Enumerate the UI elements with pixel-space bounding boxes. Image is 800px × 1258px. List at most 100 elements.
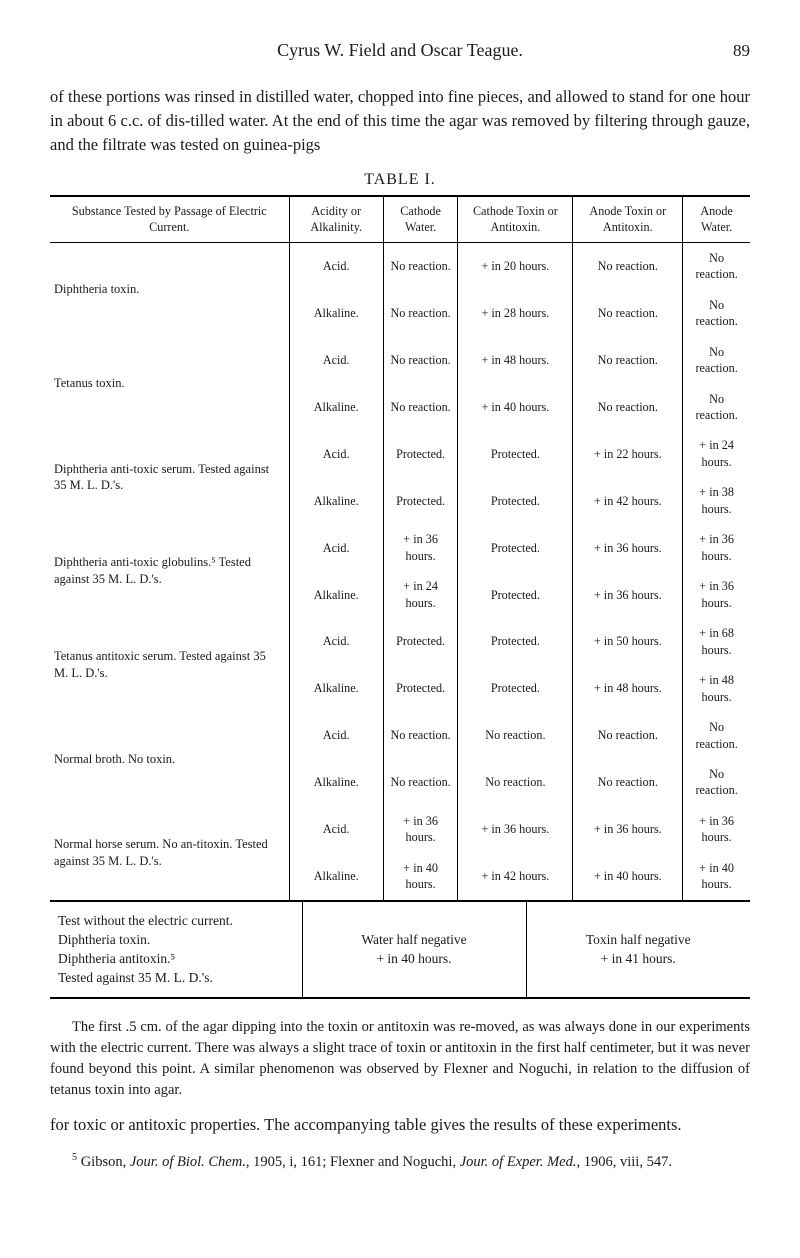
data-cell: + in 24 hours.	[383, 571, 458, 618]
data-cell: + in 36 hours.	[573, 571, 683, 618]
data-cell: Protected.	[458, 665, 573, 712]
data-cell: + in 48 hours.	[683, 665, 750, 712]
data-cell: No reaction.	[383, 242, 458, 289]
data-cell: + in 28 hours.	[458, 290, 573, 337]
line: Diphtheria antitoxin.⁵	[58, 950, 294, 969]
data-cell: Alkaline.	[289, 665, 383, 712]
data-cell: No reaction.	[458, 712, 573, 759]
reference-after: 1906, viii, 547.	[580, 1154, 672, 1170]
data-cell: No reaction.	[683, 242, 750, 289]
t2-mid-cell: Water half negative+ in 40 hours.	[302, 901, 526, 998]
reference-ital1: Jour. of Biol. Chem.,	[130, 1154, 250, 1170]
line: + in 41 hours.	[535, 950, 743, 969]
footnote-paragraph: The first .5 cm. of the agar dipping int…	[50, 1017, 750, 1101]
data-cell: Alkaline.	[289, 384, 383, 431]
line: + in 40 hours.	[311, 950, 518, 969]
data-cell: Protected.	[458, 618, 573, 665]
data-cell: + in 42 hours.	[573, 477, 683, 524]
data-cell: + in 40 hours.	[458, 384, 573, 431]
data-cell: + in 40 hours.	[683, 853, 750, 901]
data-cell: Alkaline.	[289, 477, 383, 524]
data-cell: No reaction.	[458, 759, 573, 806]
reference-mid: 1905, i, 161; Flexner and Noguchi,	[249, 1154, 459, 1170]
data-cell: + in 36 hours.	[458, 806, 573, 853]
col-cathode-toxin: Cathode Toxin or Antitoxin.	[458, 196, 573, 242]
data-cell: No reaction.	[383, 290, 458, 337]
data-cell: Protected.	[458, 571, 573, 618]
data-cell: No reaction.	[383, 384, 458, 431]
data-cell: + in 68 hours.	[683, 618, 750, 665]
data-cell: No reaction.	[573, 384, 683, 431]
data-cell: No reaction.	[573, 759, 683, 806]
table-row: Diphtheria anti-toxic globulins.⁵ Tested…	[50, 524, 750, 571]
data-cell: + in 36 hours.	[683, 524, 750, 571]
intro-paragraph: of these portions was rinsed in distille…	[50, 85, 750, 157]
data-cell: Alkaline.	[289, 290, 383, 337]
data-cell: + in 36 hours.	[683, 806, 750, 853]
table-row: Diphtheria toxin.Acid.No reaction.+ in 2…	[50, 242, 750, 289]
data-cell: Protected.	[458, 430, 573, 477]
closing-paragraph: for toxic or antitoxic properties. The a…	[50, 1113, 750, 1137]
page-header: Cyrus W. Field and Oscar Teague. 89	[50, 40, 750, 61]
data-cell: No reaction.	[383, 337, 458, 384]
line: Diphtheria toxin.	[58, 931, 294, 950]
line: Toxin half negative	[535, 931, 743, 950]
substance-cell: Diphtheria toxin.	[50, 242, 289, 336]
data-cell: + in 36 hours.	[573, 806, 683, 853]
data-cell: Acid.	[289, 524, 383, 571]
data-cell: No reaction.	[683, 759, 750, 806]
data-cell: No reaction.	[683, 290, 750, 337]
data-cell: + in 20 hours.	[458, 242, 573, 289]
data-cell: Alkaline.	[289, 759, 383, 806]
data-cell: Acid.	[289, 242, 383, 289]
col-substance: Substance Tested by Passage of Electric …	[50, 196, 289, 242]
data-cell: Protected.	[383, 477, 458, 524]
table-row: Tetanus toxin.Acid.No reaction.+ in 48 h…	[50, 337, 750, 384]
data-cell: Acid.	[289, 430, 383, 477]
substance-cell: Tetanus antitoxic serum. Tested against …	[50, 618, 289, 712]
line: Water half negative	[311, 931, 518, 950]
data-cell: Acid.	[289, 712, 383, 759]
data-cell: Acid.	[289, 337, 383, 384]
header-authors: Cyrus W. Field and Oscar Teague.	[90, 40, 710, 61]
page-number: 89	[710, 41, 750, 61]
reference-ital2: Jour. of Exper. Med.,	[460, 1154, 580, 1170]
data-cell: Alkaline.	[289, 853, 383, 901]
substance-cell: Diphtheria anti-toxic globulins.⁵ Tested…	[50, 524, 289, 618]
data-cell: Acid.	[289, 806, 383, 853]
data-cell: + in 22 hours.	[573, 430, 683, 477]
data-cell: No reaction.	[383, 759, 458, 806]
data-cell: No reaction.	[683, 337, 750, 384]
data-cell: + in 48 hours.	[573, 665, 683, 712]
col-cathode-water: Cathode Water.	[383, 196, 458, 242]
substance-cell: Normal broth. No toxin.	[50, 712, 289, 806]
data-cell: + in 24 hours.	[683, 430, 750, 477]
reference-text-before: Gibson,	[77, 1154, 130, 1170]
data-cell: Protected.	[458, 477, 573, 524]
data-cell: Acid.	[289, 618, 383, 665]
data-cell: No reaction.	[573, 242, 683, 289]
reference-paragraph: 5 Gibson, Jour. of Biol. Chem., 1905, i,…	[50, 1151, 750, 1173]
data-cell: No reaction.	[683, 384, 750, 431]
data-cell: No reaction.	[573, 290, 683, 337]
table-two: Test without the electric current.Diphth…	[50, 901, 750, 1000]
substance-cell: Tetanus toxin.	[50, 337, 289, 431]
table-row: Normal broth. No toxin.Acid.No reaction.…	[50, 712, 750, 759]
data-cell: + in 50 hours.	[573, 618, 683, 665]
col-anode-toxin: Anode Toxin or Antitoxin.	[573, 196, 683, 242]
data-cell: + in 36 hours.	[383, 806, 458, 853]
data-cell: Protected.	[383, 618, 458, 665]
data-cell: + in 36 hours.	[383, 524, 458, 571]
substance-cell: Diphtheria anti-toxic serum. Tested agai…	[50, 430, 289, 524]
line: Tested against 35 M. L. D.'s.	[58, 969, 294, 988]
col-anode-water: Anode Water.	[683, 196, 750, 242]
data-cell: No reaction.	[383, 712, 458, 759]
line: Test without the electric current.	[58, 912, 294, 931]
t2-right-cell: Toxin half negative+ in 41 hours.	[526, 901, 750, 998]
table-header-row: Substance Tested by Passage of Electric …	[50, 196, 750, 242]
data-cell: + in 36 hours.	[683, 571, 750, 618]
data-cell: No reaction.	[573, 337, 683, 384]
t2-left-cell: Test without the electric current.Diphth…	[50, 901, 302, 998]
data-cell: No reaction.	[683, 712, 750, 759]
table-row: Diphtheria anti-toxic serum. Tested agai…	[50, 430, 750, 477]
